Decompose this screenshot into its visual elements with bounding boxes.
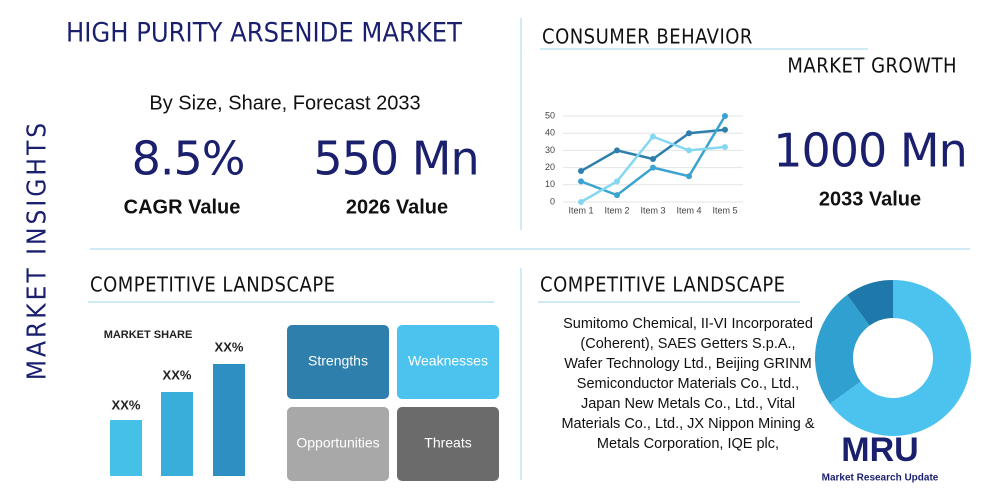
swot-label: Opportunities: [296, 435, 379, 451]
swot-label: Weaknesses: [408, 353, 488, 369]
logo: MRU: [841, 431, 918, 469]
stat-label: CAGR Value: [124, 196, 241, 218]
y-tick-label: 20: [545, 162, 555, 172]
side-label: MARKET INSIGHTS: [23, 120, 53, 380]
logo-tagline: Market Research Update: [822, 473, 939, 484]
line: [580, 115, 727, 197]
x-tick-label: Item 2: [604, 205, 629, 215]
donut-segment: [847, 280, 893, 326]
stat-label: 2026 Value: [346, 196, 448, 218]
company-list: Sumitomo Chemical, II-VI Incorporated (C…: [561, 316, 815, 452]
stat-value: 1000 Mn: [773, 124, 967, 178]
subtitle: By Size, Share, Forecast 2033: [149, 92, 420, 114]
point: [686, 130, 692, 137]
y-tick-label: 40: [545, 128, 555, 138]
y-tick-label: 0: [550, 196, 555, 206]
section-title: COMPETITIVE LANDSCAPE: [540, 273, 786, 297]
bar-label: XX%: [163, 367, 192, 382]
point: [578, 178, 584, 185]
x-tick-label: Item 1: [568, 205, 593, 215]
point: [578, 168, 584, 175]
point: [722, 143, 728, 150]
swot-label: Threats: [424, 435, 471, 451]
bar: [161, 392, 193, 476]
point: [650, 156, 656, 162]
section-title: CONSUMER BEHAVIOR: [542, 25, 753, 49]
y-tick-label: 30: [545, 145, 555, 155]
section-title: MARKET GROWTH: [787, 54, 957, 78]
stat-label: 2033 Value: [819, 188, 921, 210]
swot-box: [287, 407, 389, 481]
point: [722, 126, 728, 133]
point: [614, 178, 620, 185]
section-title: COMPETITIVE LANDSCAPE: [90, 273, 336, 297]
bar: [110, 420, 142, 476]
swot-label: Strengths: [308, 353, 368, 369]
donut-segment: [829, 280, 971, 437]
donut-segment: [815, 294, 870, 404]
x-tick-label: Item 4: [676, 205, 701, 215]
swot-box: [397, 407, 499, 481]
point: [722, 113, 728, 119]
title: HIGH PURITY ARSENIDE MARKET: [66, 18, 462, 49]
point: [686, 173, 692, 180]
point: [578, 199, 584, 205]
swot-box: [397, 325, 499, 399]
chart-title: MARKET SHARE: [104, 329, 193, 341]
bar: [213, 364, 245, 476]
stat-value: 8.5%: [132, 132, 245, 186]
point: [650, 133, 656, 140]
point: [614, 192, 620, 199]
x-tick-label: Item 5: [712, 205, 737, 215]
x-tick-label: Item 3: [640, 205, 665, 215]
bar-label: XX%: [215, 339, 244, 354]
stat-value: 550 Mn: [313, 132, 478, 186]
y-tick-label: 10: [545, 179, 555, 189]
point: [650, 164, 656, 171]
swot-box: [287, 325, 389, 399]
point: [686, 147, 692, 154]
y-tick-label: 50: [545, 110, 555, 120]
point: [614, 147, 620, 154]
bar-label: XX%: [112, 397, 141, 412]
